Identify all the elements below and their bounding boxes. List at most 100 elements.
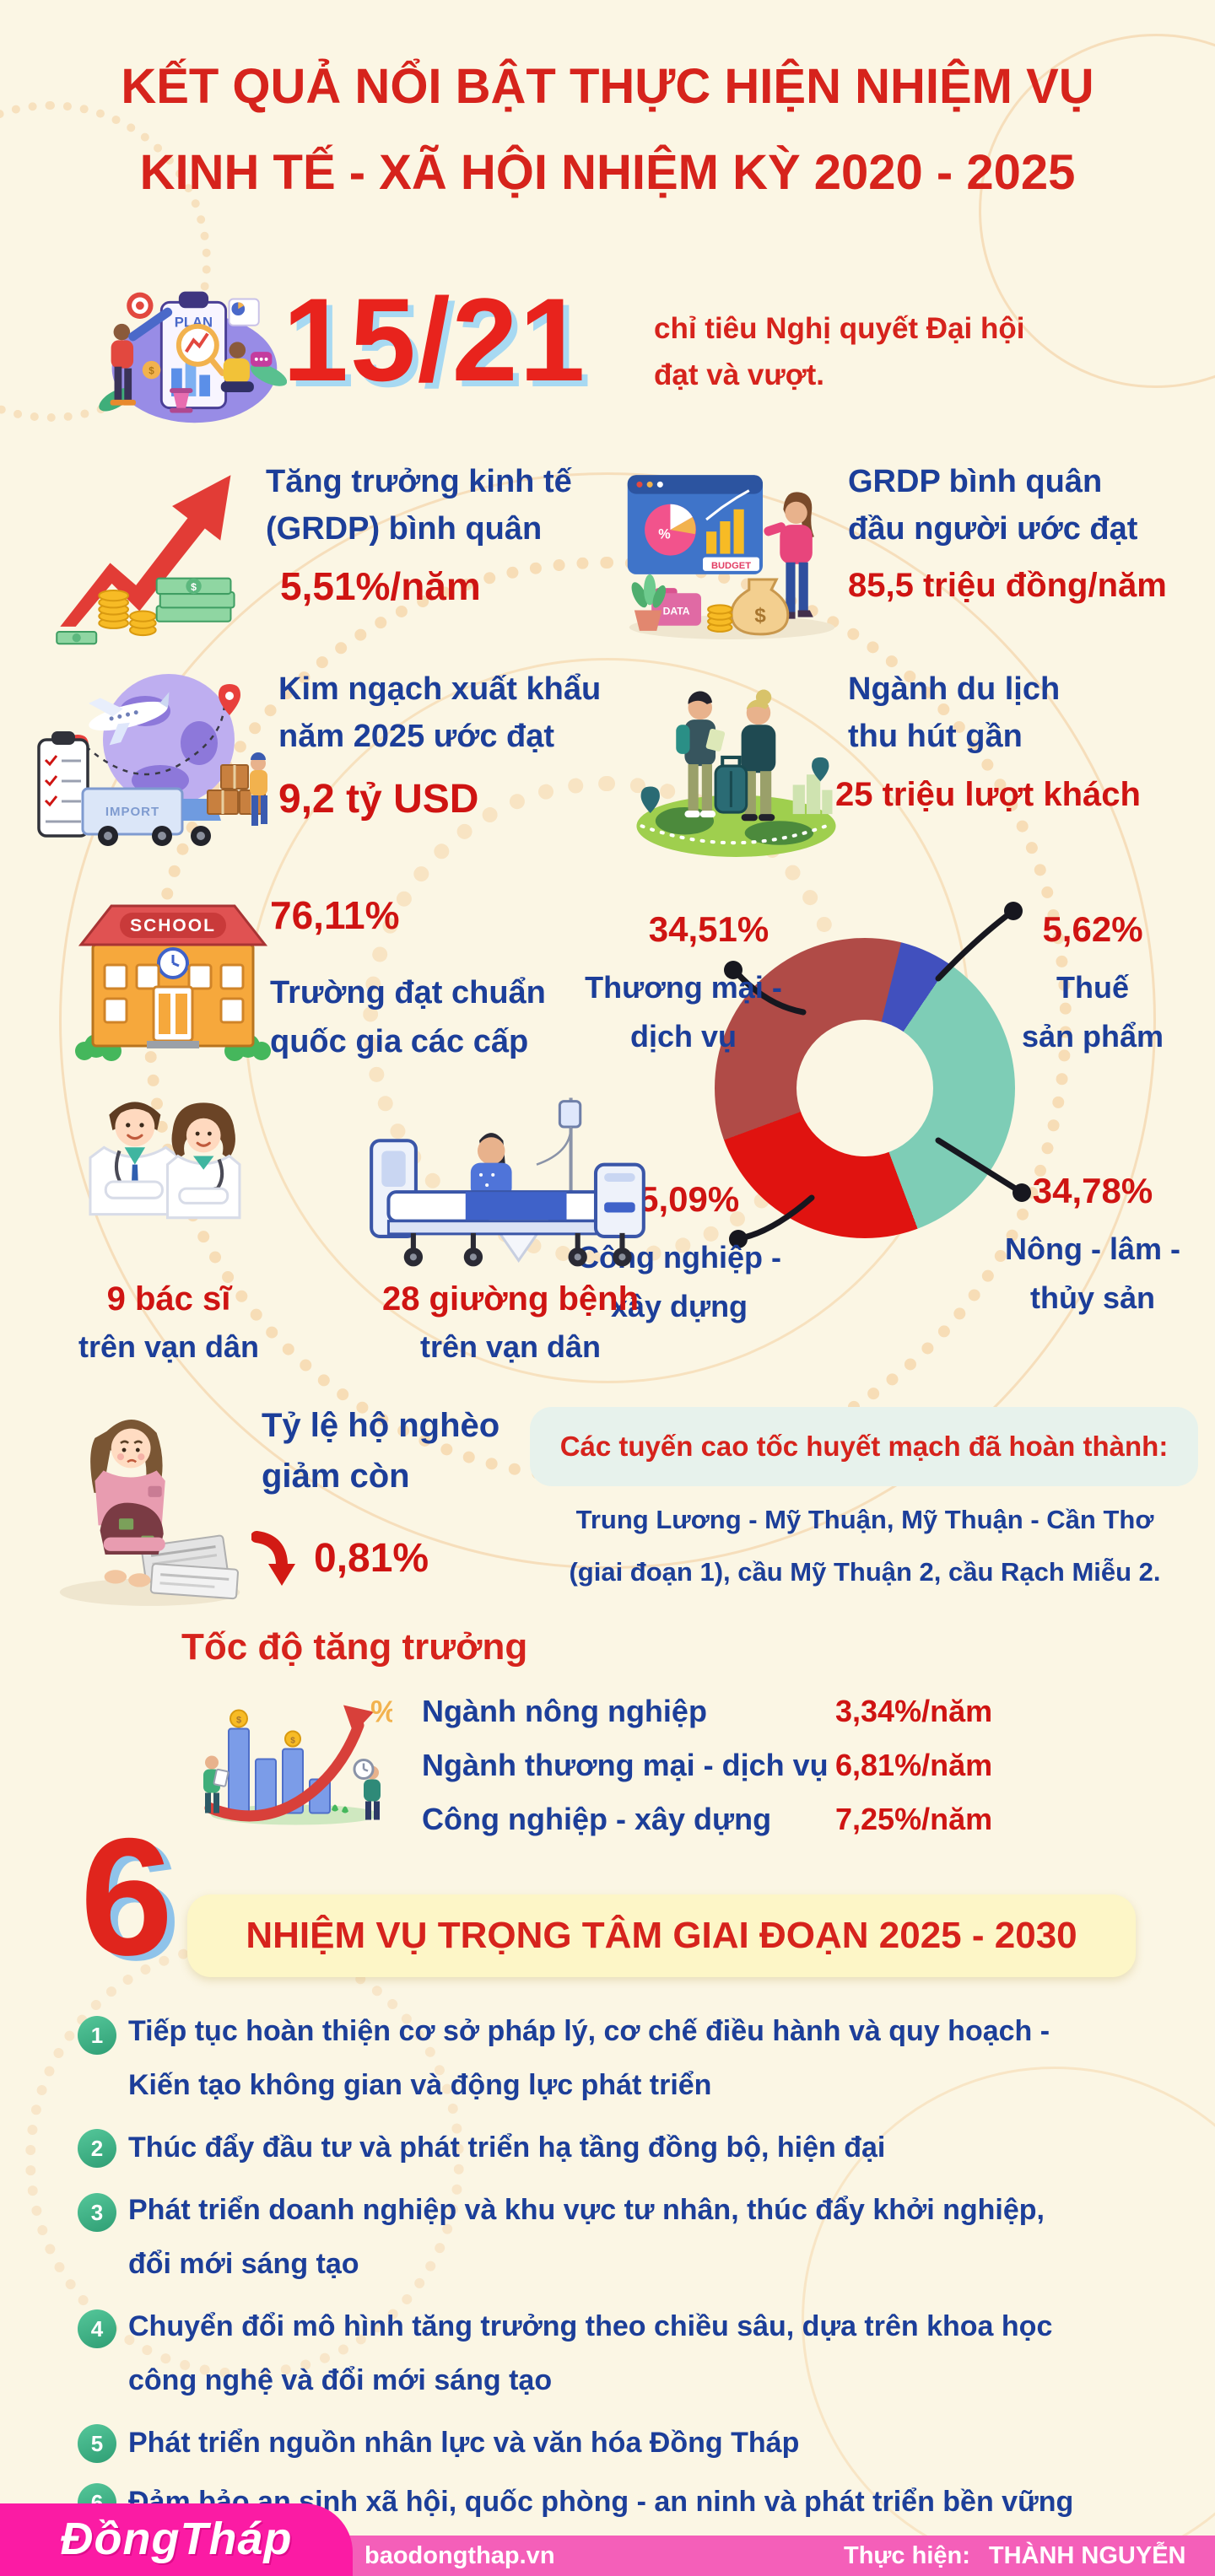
growth-row-2-label: Công nghiệp - xây dựng [422, 1802, 772, 1836]
stat-tourism-label2: thu hút gần [848, 719, 1023, 754]
highlight-caption: chỉ tiêu Nghị quyết Đại hội đạt và vượt. [654, 305, 1024, 398]
page-title-line2: KINH TẾ - XÃ HỘI NHIỆM KỲ 2020 - 2025 [139, 145, 1076, 200]
stat-grdp-growth-value: 5,51%/năm [280, 564, 481, 608]
svg-text:$: $ [191, 581, 197, 593]
doctors-label: trên vạn dân [78, 1329, 260, 1364]
task-number-1: 1 [78, 2016, 116, 2055]
budget-text: BUDGET [711, 561, 751, 571]
footer-credit-label: Thực hiện: [844, 2542, 970, 2569]
svg-text:$: $ [236, 1716, 241, 1726]
doctors-icon [59, 1082, 274, 1287]
hospital-bed-icon [363, 1091, 654, 1280]
beds-label: trên vạn dân [419, 1329, 602, 1364]
task-number-5: 5 [78, 2424, 116, 2463]
pie-label-tax-line1: Thuế [1056, 970, 1129, 1005]
stat-grdp-capita-label1: GRDP bình quân [848, 464, 1103, 499]
education-label2: quốc gia các cấp [270, 1024, 529, 1059]
pie-label-tax-value: 5,62% [1042, 909, 1143, 949]
donut-hole [796, 1020, 933, 1156]
dongthap-logo-text: ĐồngTháp [60, 2514, 293, 2564]
svg-text:$: $ [290, 1737, 295, 1746]
donut-connector-lines [724, 902, 1031, 1248]
pie-label-tax-line2: sản phẩm [1021, 1019, 1164, 1054]
tasks-banner-text: NHIỆM VỤ TRỌNG TÂM GIAI ĐOẠN 2025 - 2030 [246, 1915, 1077, 1956]
education-value: 76,11% [270, 893, 400, 937]
page-title-line1: KẾT QUẢ NỔI BẬT THỰC HIỆN NHIỆM VỤ [121, 59, 1094, 114]
pie-label-agri-value: 34,78% [1032, 1171, 1153, 1210]
plan-clipboard-icon: PLAN $ [99, 291, 288, 423]
growth-row-2-value: 7,25%/năm [835, 1802, 993, 1836]
down-arrow-icon [251, 1528, 300, 1598]
tourism-travelers-icon [624, 665, 848, 863]
percent-glyph: % [370, 1695, 392, 1729]
truck-import-text: IMPORT [105, 805, 159, 819]
pie-label-agri-line1: Nông - lâm - [1005, 1231, 1180, 1266]
pie-label-trade-value: 34,51% [648, 909, 770, 949]
footer-credit-name: THÀNH NGUYỄN [988, 2542, 1186, 2569]
footer-credit: Thực hiện: THÀNH NGUYỄN [844, 2536, 1186, 2576]
page-title: KẾT QUẢ NỔI BẬT THỰC HIỆN NHIỆM VỤ KINH … [0, 44, 1215, 216]
education-label1: Trường đạt chuẩn [270, 975, 546, 1010]
dollar-glyph: $ [754, 605, 766, 628]
pie-label-industry-line2: xây dựng [610, 1289, 748, 1323]
task-3-line1: Phát triển doanh nghiệp và khu vực tư nh… [128, 2194, 1045, 2226]
growth-row-1-value: 6,81%/năm [835, 1748, 993, 1782]
tasks-banner: NHIỆM VỤ TRỌNG TÂM GIAI ĐOẠN 2025 - 2030 [187, 1894, 1136, 1977]
task-4-line2: công nghệ và đổi mới sáng tạo [128, 2364, 553, 2396]
pie-label-trade-line1: Thương mại - [585, 970, 782, 1005]
task-4-line1: Chuyển đổi mô hình tăng trưởng theo chiề… [128, 2310, 1053, 2342]
percent-glyph: % [658, 526, 670, 542]
task-number-3: 3 [78, 2193, 116, 2232]
stat-export-label2: năm 2025 ước đạt [278, 719, 555, 754]
doctors-value: 9 bác sĩ [106, 1280, 231, 1318]
pie-label-trade-line2: dịch vụ [629, 1019, 737, 1054]
highways-line1: Trung Lương - Mỹ Thuận, Mỹ Thuận - Cần T… [575, 1505, 1154, 1534]
stat-tourism-label1: Ngành du lịch [848, 671, 1061, 707]
growth-row-1-label: Ngành thương mại - dịch vụ [422, 1748, 829, 1782]
budget-board-icon: % BUDGET $ DATA [620, 460, 844, 645]
highways-title-box: Các tuyến cao tốc huyết mạch đã hoàn thà… [530, 1407, 1198, 1486]
task-2-line1: Thúc đẩy đầu tư và phát triển hạ tầng đồ… [128, 2131, 886, 2164]
task-number-2: 2 [78, 2129, 116, 2168]
data-text: DATA [663, 606, 690, 617]
highlight-caption-line1: chỉ tiêu Nghị quyết Đại hội [654, 312, 1025, 345]
tasks-big-number: 6 [80, 1803, 174, 1990]
stat-grdp-capita-label2: đầu người ước đạt [848, 511, 1138, 547]
task-number-4: 4 [78, 2309, 116, 2348]
poverty-label1: Tỷ lệ hộ nghèo [262, 1407, 500, 1444]
poverty-label2: giảm còn [262, 1458, 410, 1495]
stat-export-value: 9,2 tỷ USD [278, 777, 479, 822]
task-1-line1: Tiếp tục hoàn thiện cơ sở pháp lý, cơ ch… [128, 2015, 1050, 2047]
stat-tourism-value: 25 triệu lượt khách [835, 776, 1141, 813]
footer-website: baodongthap.vn [364, 2542, 555, 2569]
school-banner-text: SCHOOL [130, 916, 216, 935]
highways-title: Các tuyến cao tốc huyết mạch đã hoàn thà… [559, 1431, 1169, 1462]
stat-export-label1: Kim ngạch xuất khẩu [278, 671, 602, 707]
highways-line2: (giai đoạn 1), cầu Mỹ Thuận 2, cầu Rạch … [569, 1557, 1161, 1587]
stat-grdp-growth-label2: (GRDP) bình quân [266, 511, 543, 547]
growth-section-title: Tốc độ tăng trưởng [181, 1626, 528, 1668]
stat-grdp-growth-label1: Tăng trưởng kinh tế [266, 464, 572, 499]
growth-chart-icon: $ $ % [198, 1680, 397, 1832]
pie-label-agri-line2: thủy sản [1029, 1280, 1156, 1315]
growth-row-0-value: 3,34%/năm [835, 1694, 993, 1728]
growth-row-0-label: Ngành nông nghiệp [422, 1694, 707, 1728]
beds-value: 28 giường bệnh [381, 1280, 640, 1318]
task-3-line2: đổi mới sáng tạo [128, 2248, 359, 2280]
svg-text:$: $ [148, 366, 154, 377]
task-1-line2: Kiến tạo không gian và động lực phát tri… [128, 2069, 712, 2101]
export-globe-icon: IMPORT [34, 660, 278, 865]
school-icon: SCHOOL [68, 882, 278, 1070]
highlight-caption-line2: đạt và vượt. [654, 358, 824, 391]
dongthap-logo: ĐồngTháp [0, 2503, 353, 2576]
poverty-value: 0,81% [314, 1536, 429, 1581]
stat-grdp-capita-value: 85,5 triệu đồng/năm [848, 567, 1167, 604]
growth-arrow-icon: $ [46, 454, 253, 650]
poverty-girl-icon [46, 1393, 253, 1615]
economic-structure-donut [715, 938, 1015, 1238]
pie-label-industry-line1: Công nghiệp - [577, 1240, 781, 1275]
highlight-value: 15/21 [283, 273, 587, 406]
plan-illustration: PLAN $ [97, 283, 288, 428]
task-5-line1: Phát triển nguồn nhân lực và văn hóa Đồn… [128, 2427, 800, 2459]
